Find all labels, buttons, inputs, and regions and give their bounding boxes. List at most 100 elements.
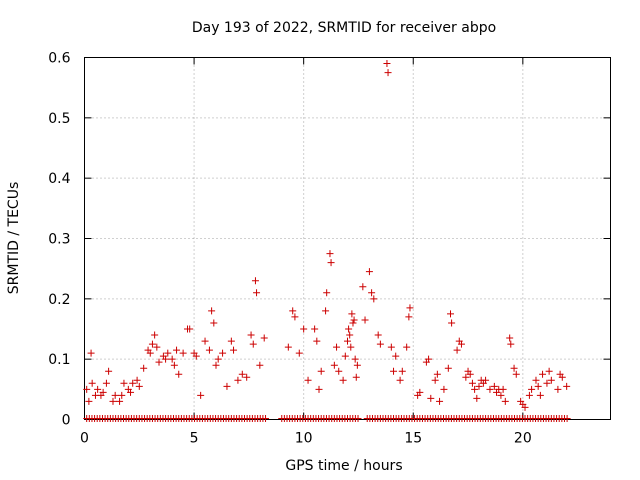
data-point <box>444 364 452 372</box>
data-point <box>433 370 441 378</box>
data-point <box>133 376 141 384</box>
data-point <box>359 283 367 291</box>
data-point <box>109 397 117 405</box>
data-point <box>346 331 354 339</box>
data-point <box>512 370 520 378</box>
data-point <box>284 343 292 351</box>
data-point <box>238 370 246 378</box>
data-point <box>214 355 222 363</box>
data-point <box>326 250 334 258</box>
data-point <box>471 385 479 393</box>
data-point <box>406 304 414 312</box>
data-point <box>313 337 321 345</box>
data-point <box>291 313 299 321</box>
x-tick-label: 15 <box>404 431 422 447</box>
axis-ticks: 0 0.1 0.2 0.3 0.4 0.5 0.6 0 5 10 15 20 <box>48 51 611 447</box>
data-point <box>543 379 551 387</box>
plot-frame <box>84 57 611 420</box>
data-point <box>155 358 163 366</box>
data-points <box>83 60 571 422</box>
data-point <box>256 361 264 369</box>
data-point <box>398 367 406 375</box>
data-point <box>347 343 355 351</box>
data-point <box>453 346 461 354</box>
data-point <box>341 352 349 360</box>
data-point <box>425 355 433 363</box>
data-point <box>327 259 335 267</box>
data-point <box>539 370 547 378</box>
x-tick-label: 20 <box>514 431 532 447</box>
data-point <box>536 391 544 399</box>
data-point <box>153 343 161 351</box>
data-point <box>349 319 357 327</box>
data-point <box>403 343 411 351</box>
data-point <box>102 379 110 387</box>
data-point <box>323 289 331 297</box>
data-point <box>87 349 95 357</box>
data-point <box>473 394 481 402</box>
data-point <box>528 385 536 393</box>
data-point <box>99 388 107 396</box>
data-point <box>374 331 382 339</box>
data-point <box>344 337 351 345</box>
data-point <box>348 310 356 318</box>
data-point <box>120 379 128 387</box>
data-point <box>490 382 498 390</box>
y-tick-label: 0 <box>62 413 71 429</box>
data-point <box>554 385 562 393</box>
data-point <box>170 361 178 369</box>
data-point <box>387 343 395 351</box>
data-point <box>431 376 439 384</box>
data-point <box>146 349 154 357</box>
data-point <box>370 295 378 303</box>
y-axis-label: SRMTID / TECUs <box>6 182 22 295</box>
data-point <box>545 367 553 375</box>
data-point <box>317 367 325 375</box>
x-axis-label: GPS time / hours <box>285 458 402 474</box>
y-tick-label: 0.6 <box>48 51 70 67</box>
data-point <box>351 355 359 363</box>
data-point <box>475 382 483 390</box>
data-point <box>350 316 358 324</box>
data-point <box>111 391 119 399</box>
data-point <box>148 340 156 348</box>
data-point <box>262 415 270 422</box>
data-point <box>507 340 515 348</box>
data-point <box>384 69 392 77</box>
data-point <box>506 334 514 342</box>
x-tick-label: 0 <box>80 431 89 447</box>
data-point <box>251 277 259 285</box>
data-point <box>179 349 187 357</box>
data-point <box>249 340 257 348</box>
y-tick-label: 0.3 <box>48 232 70 248</box>
data-point <box>525 391 533 399</box>
data-point <box>116 397 124 405</box>
data-point <box>486 385 494 393</box>
data-point <box>547 376 555 384</box>
data-point <box>497 391 505 399</box>
data-point <box>135 382 143 390</box>
data-point <box>563 382 571 390</box>
data-point <box>330 361 338 369</box>
data-point <box>227 337 235 345</box>
data-point <box>315 385 323 393</box>
data-point <box>510 364 518 372</box>
data-point <box>322 307 330 315</box>
data-point <box>164 349 172 357</box>
data-point <box>219 349 227 357</box>
x-tick-label: 10 <box>295 431 313 447</box>
data-point <box>392 352 400 360</box>
data-point <box>140 364 148 372</box>
data-point <box>390 367 398 375</box>
data-point <box>192 352 200 360</box>
data-point <box>383 60 391 68</box>
data-point <box>396 376 404 384</box>
data-point <box>468 379 476 387</box>
data-point <box>289 307 297 315</box>
data-point <box>208 307 216 315</box>
data-point <box>368 289 376 297</box>
data-point <box>501 397 509 405</box>
grid-lines <box>84 57 611 420</box>
data-point <box>448 319 456 327</box>
